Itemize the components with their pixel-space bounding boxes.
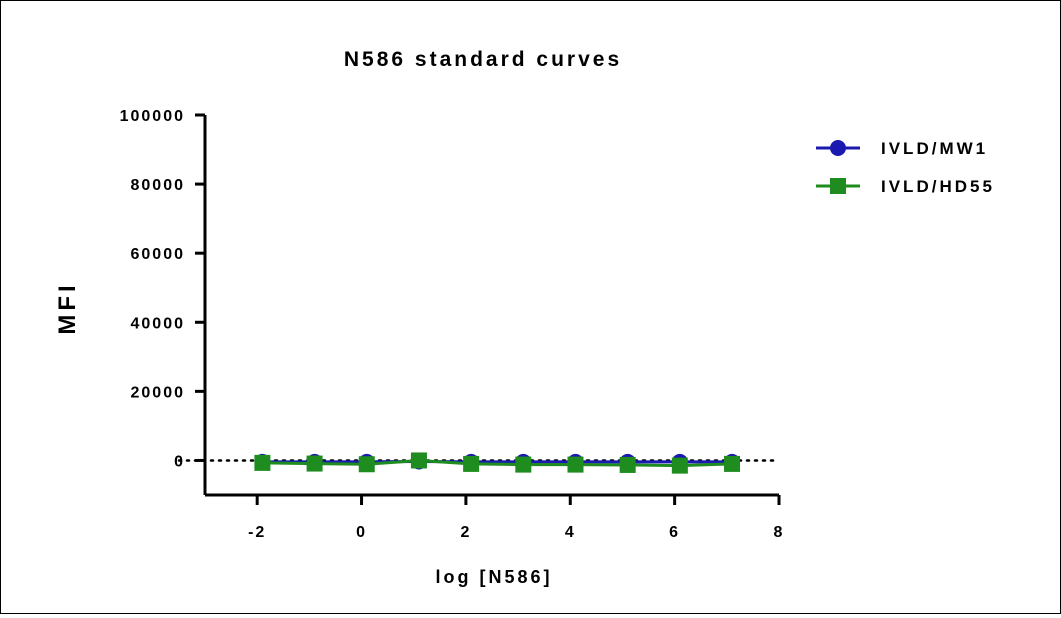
x-tick-label: 0: [356, 524, 367, 541]
y-tick-label: 80000: [131, 177, 186, 194]
data-point: [463, 456, 479, 472]
legend-marker: [830, 140, 846, 156]
legend-label: IVLD/MW1: [881, 139, 988, 158]
y-tick-label: 40000: [131, 315, 186, 332]
y-tick-label: 20000: [131, 384, 186, 401]
data-point: [359, 456, 375, 472]
x-axis-label: log [N586]: [435, 567, 552, 587]
y-tick-label: 60000: [131, 246, 186, 263]
plot-area: 0 20000 40000 60000 80000 100000 -2 0 2 4 6 8: [120, 108, 785, 541]
legend-marker: [830, 178, 846, 194]
data-point: [411, 452, 427, 468]
data-point: [724, 456, 740, 472]
data-point: [254, 455, 270, 471]
data-point: [515, 457, 531, 473]
x-tick-label: 6: [669, 524, 680, 541]
y-tick-label: 0: [174, 453, 185, 470]
chart-title: N586 standard curves: [344, 48, 622, 71]
x-tick-label: 4: [565, 524, 576, 541]
y-tick-label: 100000: [120, 108, 185, 125]
data-point: [567, 457, 583, 473]
x-tick-label: 8: [774, 524, 785, 541]
data-point: [307, 456, 323, 472]
data-point: [672, 458, 688, 474]
data-point: [620, 457, 636, 473]
x-tick-label: 2: [460, 524, 471, 541]
legend: IVLD/MW1 IVLD/HD55: [816, 139, 995, 196]
legend-label: IVLD/HD55: [881, 177, 995, 196]
y-axis-label: MFI: [54, 281, 81, 334]
x-tick-label: -2: [248, 524, 266, 541]
